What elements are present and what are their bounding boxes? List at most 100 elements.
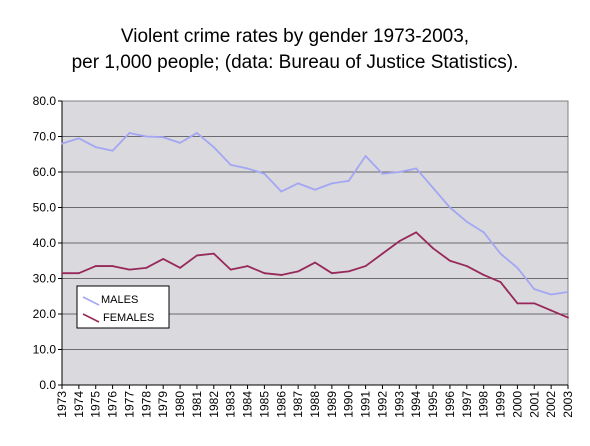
y-tick-label: 60.0	[33, 165, 57, 179]
x-tick-label: 1997	[460, 391, 474, 418]
data-point-males	[533, 288, 536, 291]
data-point-males	[516, 266, 519, 269]
data-point-males	[212, 146, 215, 149]
data-point-males	[280, 190, 283, 193]
legend-swatch-females	[82, 313, 100, 323]
legend-swatch-males	[82, 296, 100, 306]
data-point-males	[465, 220, 468, 223]
data-point-females	[212, 252, 215, 255]
data-point-females	[263, 272, 266, 275]
data-point-females	[550, 309, 553, 312]
data-point-females	[128, 268, 131, 271]
data-point-males	[179, 141, 181, 144]
data-point-females	[449, 259, 451, 262]
y-tick-label: 70.0	[33, 130, 57, 144]
x-tick-label: 2001	[527, 391, 541, 418]
x-tick-label: 1976	[106, 391, 120, 418]
x-tick-label: 1993	[392, 391, 406, 418]
y-tick-label: 40.0	[33, 236, 57, 250]
data-point-males	[61, 142, 63, 145]
x-tick-label: 1975	[89, 391, 103, 418]
data-point-females	[94, 265, 97, 267]
data-point-females	[398, 240, 401, 243]
y-axis: 0.0 10.0 20.0 30.0 40.0 50.0 60.0 70.0 80.0	[33, 94, 63, 392]
data-point-males	[364, 155, 367, 157]
data-point-males	[415, 167, 418, 170]
data-point-females	[229, 268, 232, 271]
x-tick-label: 2003	[561, 391, 575, 418]
legend-box	[76, 285, 170, 329]
data-point-males	[111, 149, 114, 152]
data-point-males	[482, 231, 485, 234]
data-point-males	[263, 172, 266, 175]
legend-label-males: MALES	[101, 294, 138, 306]
x-tick-label: 1980	[173, 391, 187, 418]
data-point-females	[314, 261, 316, 264]
y-tick-label: 80.0	[33, 94, 57, 108]
data-point-males	[128, 132, 131, 134]
legend: MALES FEMALES	[76, 285, 170, 329]
data-point-females	[246, 265, 249, 267]
data-point-females	[162, 258, 165, 260]
data-point-females	[145, 266, 148, 269]
data-point-males	[314, 188, 316, 191]
x-tick-label: 2002	[544, 391, 558, 418]
data-point-females	[179, 266, 181, 269]
x-tick-label: 1999	[494, 391, 508, 418]
x-tick-label: 1982	[207, 391, 221, 418]
data-point-males	[162, 136, 165, 139]
data-point-males	[567, 291, 569, 293]
data-point-females	[516, 302, 519, 305]
x-tick-label: 1977	[122, 391, 136, 418]
data-point-females	[415, 231, 418, 234]
chart-title-line-2: per 1,000 people; (data: Bureau of Justi…	[72, 52, 519, 73]
data-point-males	[381, 172, 384, 175]
data-point-males	[449, 206, 451, 209]
x-tick-label: 1979	[156, 391, 170, 418]
data-point-females	[533, 302, 536, 305]
x-tick-label: 1988	[308, 391, 322, 418]
data-point-females	[465, 265, 468, 267]
x-tick-label: 1984	[241, 391, 255, 418]
x-tick-label: 1989	[325, 391, 339, 418]
x-tick-label: 1981	[190, 391, 204, 418]
data-point-males	[330, 182, 333, 185]
x-tick-label: 1990	[342, 391, 356, 418]
data-point-males	[550, 293, 553, 296]
data-point-males	[297, 182, 300, 185]
y-tick-label: 30.0	[33, 272, 57, 286]
data-point-females	[499, 281, 502, 283]
x-axis: 1973 1974 1975 1976 1977 1978 1979 1980 1981 1982…	[55, 384, 575, 418]
data-point-females	[482, 274, 485, 276]
data-point-females	[381, 252, 384, 255]
x-tick-label: 1986	[274, 391, 288, 418]
data-point-males	[229, 164, 232, 166]
data-point-females	[77, 272, 80, 275]
data-point-males	[196, 132, 198, 134]
x-tick-label: 1987	[291, 391, 305, 418]
y-tick-label: 50.0	[33, 201, 57, 215]
data-point-males	[499, 252, 502, 255]
data-point-males	[94, 146, 97, 149]
x-tick-label: 2000	[510, 391, 524, 418]
x-tick-label: 1992	[375, 391, 389, 418]
x-tick-label: 1995	[426, 391, 440, 418]
x-tick-label: 1985	[257, 391, 271, 418]
data-point-females	[111, 265, 114, 267]
x-tick-label: 1991	[359, 391, 373, 418]
data-point-males	[398, 171, 401, 173]
x-tick-label: 1994	[409, 391, 423, 418]
data-point-females	[567, 316, 569, 319]
x-tick-label: 1983	[224, 391, 238, 418]
y-tick-label: 10.0	[33, 343, 57, 357]
data-point-females	[432, 247, 434, 250]
chart-title-line-1: Violent crime rates by gender 1973-2003,	[121, 26, 469, 47]
data-point-males	[246, 167, 249, 170]
y-tick-label: 20.0	[33, 307, 57, 321]
legend-label-females: FEMALES	[103, 312, 154, 324]
x-tick-label: 1978	[139, 391, 153, 418]
data-point-males	[432, 187, 434, 189]
data-point-females	[196, 254, 198, 257]
x-tick-label: 1998	[477, 391, 491, 418]
